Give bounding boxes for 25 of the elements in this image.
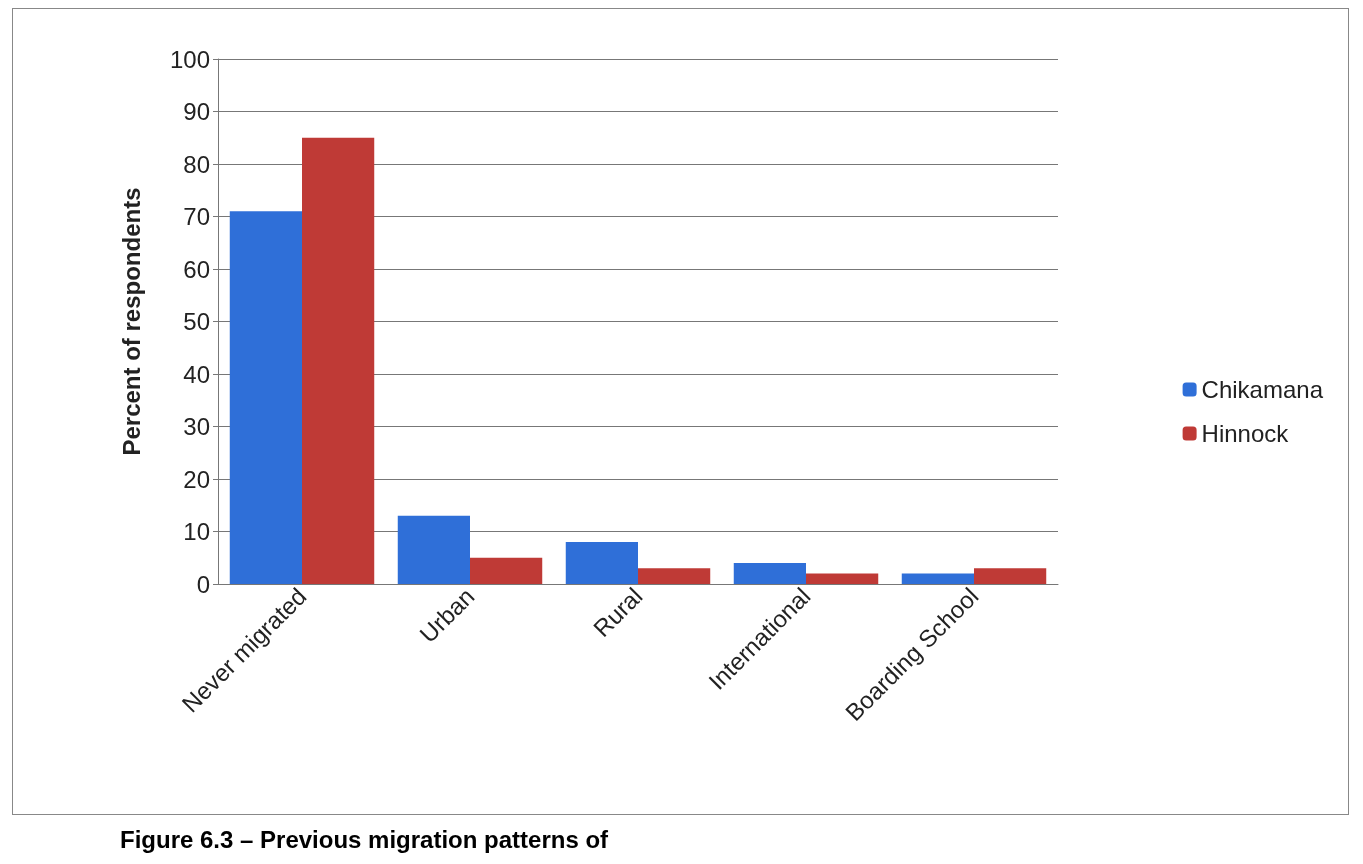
bar: [470, 557, 543, 584]
bar: [565, 542, 638, 584]
bar: [901, 573, 974, 584]
y-tick-label: 50: [183, 308, 210, 335]
y-tick-label: 90: [183, 98, 210, 125]
bar: [302, 137, 375, 584]
bar: [638, 568, 711, 584]
y-tick-label: 30: [183, 413, 210, 440]
y-axis-title: Percent of respondents: [117, 187, 145, 456]
caption: Figure 6.3 – Previous migration patterns of: [120, 826, 609, 854]
y-tick-label: 40: [183, 360, 210, 388]
y-tick-label: 10: [183, 518, 210, 545]
bar: [397, 515, 470, 584]
y-tick-label: 0: [196, 570, 210, 598]
y-tick-label: 100: [169, 45, 210, 73]
bar: [806, 573, 879, 584]
legend-label: Hinnock: [1201, 420, 1290, 447]
bar: [733, 563, 806, 584]
bar: [974, 568, 1047, 584]
y-tick-label: 60: [183, 255, 210, 283]
bar: [229, 211, 302, 584]
legend-label: Chikamana: [1201, 376, 1324, 403]
y-tick-label: 20: [183, 465, 210, 493]
y-tick-label: 80: [183, 150, 210, 178]
y-tick-label: 70: [183, 203, 210, 230]
